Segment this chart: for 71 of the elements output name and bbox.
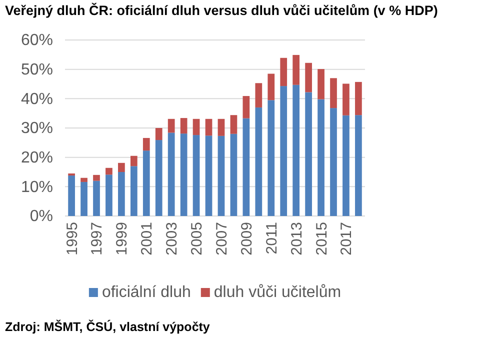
x-tick-label: 2005: [188, 222, 206, 256]
bar: [242, 118, 250, 216]
y-tick-label: 20%: [20, 149, 53, 166]
bar: [142, 138, 150, 151]
bar: [180, 134, 188, 216]
bar: [118, 172, 125, 216]
bar: [192, 135, 200, 216]
bar: [68, 173, 75, 176]
bar: [280, 58, 288, 86]
bar: [68, 176, 75, 216]
bar: [342, 84, 350, 116]
x-tick-label: 2015: [313, 222, 330, 256]
bar: [305, 92, 312, 216]
bar: [180, 118, 188, 134]
bar: [80, 178, 88, 182]
bar: [280, 86, 288, 216]
bar: [242, 96, 250, 118]
x-tick-label: 2011: [263, 222, 280, 254]
y-tick-label: 30%: [20, 120, 53, 138]
bar: [355, 82, 362, 116]
bar: [168, 132, 175, 216]
x-tick-label: 1999: [114, 222, 131, 256]
bar: [230, 134, 238, 216]
bar: [355, 115, 362, 216]
bar: [218, 136, 225, 216]
bar: [218, 118, 225, 136]
x-tick-label: 2009: [238, 222, 256, 256]
legend-label: dluh vůči učitelům: [214, 284, 342, 301]
bar: [292, 54, 300, 85]
bar: [255, 107, 262, 216]
bar: [93, 180, 100, 216]
bar: [106, 168, 112, 175]
bar: [130, 166, 138, 216]
x-tick-label: 1997: [88, 222, 106, 256]
y-tick-label: 40%: [20, 90, 53, 108]
bar: [230, 115, 238, 134]
bar: [342, 115, 350, 216]
bar: [318, 69, 324, 100]
y-tick-label: 0%: [30, 208, 53, 226]
y-tick-label: 50%: [20, 61, 53, 78]
bar: [142, 150, 150, 216]
bar: [93, 174, 100, 181]
bar: [106, 174, 112, 216]
x-tick-label: 2007: [213, 222, 230, 256]
bar: [80, 182, 88, 216]
y-tick-label: 60%: [20, 32, 53, 50]
bar: [330, 108, 337, 216]
bar: [118, 162, 125, 172]
x-tick-label: 2001: [138, 222, 156, 256]
bar: [268, 74, 275, 100]
bar: [155, 140, 162, 216]
legend-label: oficiální dluh: [102, 284, 191, 301]
x-tick-label: 2017: [338, 222, 356, 256]
bar: [255, 83, 262, 108]
bar: [318, 99, 324, 216]
bar: [168, 118, 175, 133]
x-tick-label: 1995: [64, 222, 81, 256]
chart-title: Veřejný dluh ČR: oficiální dluh versus dluh vůči učitelům (v % HDP): [5, 2, 438, 18]
x-tick-label: 2003: [164, 222, 181, 256]
bar: [268, 100, 275, 216]
bar: [292, 84, 300, 216]
x-tick-label: 2013: [288, 222, 306, 256]
bar: [305, 62, 312, 92]
bar: [130, 156, 138, 166]
bar: [155, 128, 162, 140]
bar: [192, 118, 200, 136]
text: Zdroj: MŠMT, ČSÚ, vlastní výpočty: [5, 319, 210, 334]
bar: [205, 136, 212, 216]
bar: [205, 118, 212, 136]
bar: [330, 78, 337, 108]
y-tick-label: 10%: [20, 178, 53, 196]
